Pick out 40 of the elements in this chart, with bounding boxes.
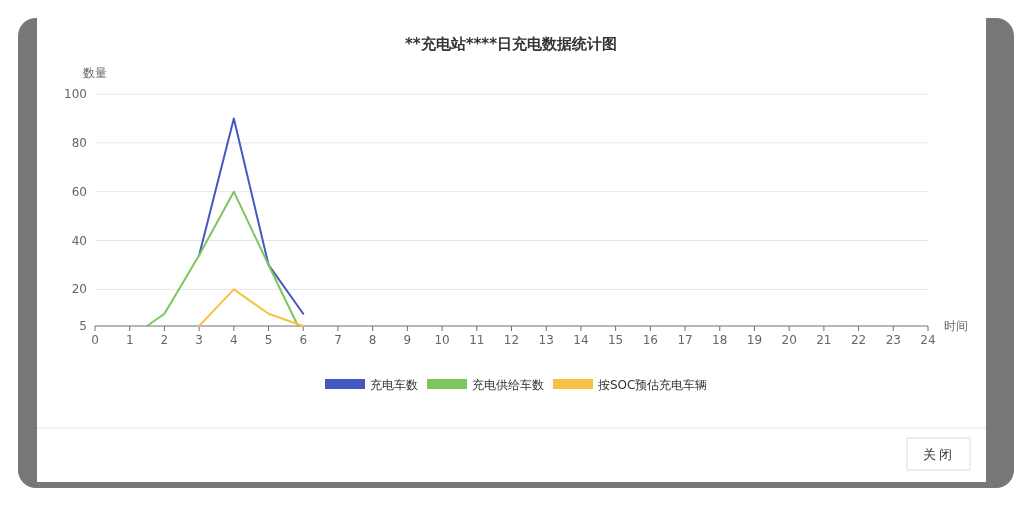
x-tick-label: 13 <box>538 333 554 347</box>
line-series <box>198 117 305 315</box>
x-tick-label: 22 <box>850 333 867 347</box>
y-tick-label: 40 <box>71 233 87 248</box>
x-axis-title: 时间 <box>944 319 968 333</box>
x-tick-label: 11 <box>469 333 485 347</box>
x-tick-label: 10 <box>434 333 450 347</box>
x-tick-label: 21 <box>816 333 832 347</box>
x-tick-label: 9 <box>403 333 412 347</box>
x-tick-label: 23 <box>885 333 901 347</box>
text: 关闭 <box>922 447 955 462</box>
x-tick-label: 5 <box>264 333 273 347</box>
x-tick-label: 12 <box>503 333 520 347</box>
y-tick-label: 80 <box>71 135 87 150</box>
x-tick-label: 2 <box>160 333 169 347</box>
x-tick-label: 16 <box>642 333 658 347</box>
x-tick-label: 17 <box>677 333 693 347</box>
line-series <box>146 190 300 327</box>
x-tick-label: 3 <box>195 333 203 347</box>
y-tick-label: 60 <box>71 184 87 199</box>
y-tick-label: 100 <box>64 87 87 101</box>
legend-label: 充电供给车数 <box>472 378 544 392</box>
legend-label: 按SOC预估充电车辆 <box>598 378 708 392</box>
x-tick-label: 7 <box>334 333 342 347</box>
legend-label: 充电车数 <box>370 378 418 392</box>
x-tick-label: 0 <box>91 333 99 347</box>
x-tick-label: 4 <box>230 333 238 347</box>
y-axis-title: 数量 <box>83 66 107 80</box>
x-tick-label: 19 <box>746 333 763 347</box>
x-tick-label: 24 <box>920 333 936 347</box>
chart-title: **充电站****日充电数据统计图 <box>404 35 618 53</box>
y-tick-label: 5 <box>79 319 87 333</box>
x-tick-label: 18 <box>712 333 728 347</box>
x-tick-label: 15 <box>607 333 624 347</box>
x-tick-label: 8 <box>368 333 377 347</box>
x-tick-label: 20 <box>781 333 797 347</box>
x-tick-label: 6 <box>299 333 308 347</box>
x-tick-label: 1 <box>125 333 134 347</box>
x-tick-label: 14 <box>573 333 589 347</box>
y-tick-label: 20 <box>71 282 87 297</box>
